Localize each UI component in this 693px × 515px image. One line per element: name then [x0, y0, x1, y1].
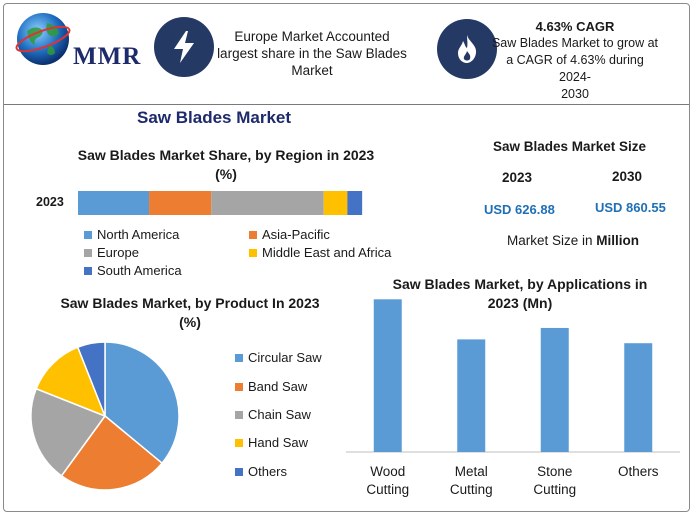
lightning-icon	[154, 17, 214, 77]
legend-item-europe: Europe	[84, 245, 139, 260]
applications-chart-title: Saw Blades Market, by Applications in 20…	[375, 275, 665, 313]
legend-label: Middle East and Africa	[262, 245, 392, 260]
legend-label: Chain Saw	[248, 407, 311, 422]
bar-metal-cutting	[457, 339, 486, 452]
bar-wood-cutting	[373, 299, 402, 452]
legend-swatch	[249, 248, 257, 257]
stack-segment-europe	[211, 191, 324, 215]
unit-prefix: Market Size in	[507, 233, 593, 248]
market-size-unit: Market Size in Million	[507, 233, 639, 248]
legend-item-circular-saw: Circular Saw	[235, 350, 322, 365]
region-chart-subtitle: (%)	[215, 166, 237, 182]
stack-segment-south-america	[347, 191, 363, 215]
legend-item-asia-pacific: Asia-Pacific	[249, 227, 330, 242]
mmr-logo: MMR	[13, 9, 143, 70]
note-line-1: Europe Market Accounted	[234, 29, 390, 44]
pie-slice-circular-saw	[104, 341, 180, 465]
stack-segment-middle-east-and-africa	[323, 191, 348, 215]
pie-slice-band-saw	[60, 414, 164, 491]
legend-swatch	[235, 467, 243, 476]
stack-segment-asia-pacific	[149, 191, 212, 215]
note-line-3: Market	[291, 63, 333, 78]
pie-slice-hand-saw	[35, 346, 107, 418]
cagr-note: 4.63% CAGR Saw Blades Market to grow at …	[490, 18, 660, 103]
market-size-title: Saw Blades Market Size	[493, 139, 647, 154]
europe-share-note: Europe Market Accounted largest share in…	[213, 28, 411, 79]
header-divider	[4, 104, 689, 105]
legend-swatch	[84, 266, 92, 275]
legend-item-hand-saw: Hand Saw	[235, 435, 308, 450]
product-chart-title-line1: Saw Blades Market, by Product In 2023	[60, 295, 320, 311]
legend-item-others: Others	[235, 464, 287, 479]
legend-item-chain-saw: Chain Saw	[235, 407, 311, 422]
applications-bar-chart: Wood Cutting Metal Cutting Stone Cutting Other…	[346, 299, 680, 497]
legend-swatch	[249, 230, 257, 239]
cagr-title: 4.63% CAGR	[535, 19, 615, 34]
legend-item-band-saw: Band Saw	[235, 379, 307, 394]
legend-swatch	[235, 353, 243, 362]
x-tick-label: Cutting	[533, 482, 576, 497]
legend-label: Circular Saw	[248, 350, 322, 365]
legend-item-north-america: North America	[84, 227, 179, 242]
product-chart-subtitle: (%)	[179, 314, 201, 330]
region-stacked-bar	[78, 191, 363, 215]
product-pie-chart	[30, 341, 180, 491]
region-chart-title: Saw Blades Market Share, by Region in 20…	[66, 146, 386, 184]
x-tick-label: Cutting	[366, 482, 409, 497]
region-chart-title-line1: Saw Blades Market Share, by Region in 20…	[77, 147, 375, 163]
pie-slice-others	[76, 341, 106, 417]
x-tick-label: Stone	[537, 464, 572, 479]
legend-label: Band Saw	[248, 379, 308, 394]
legend-label: Europe	[97, 245, 139, 260]
stack-segment-north-america	[78, 191, 150, 215]
legend-label: South America	[97, 263, 182, 278]
logo-text: MMR	[73, 43, 142, 70]
legend-swatch	[84, 248, 92, 257]
pie-slice-chain-saw	[30, 387, 107, 477]
note-line-2: largest share in the Saw Blades	[217, 46, 407, 61]
x-tick-label: Metal	[455, 464, 488, 479]
globe-icon	[15, 13, 71, 65]
legend-label: Others	[248, 464, 288, 479]
legend-swatch	[235, 410, 243, 419]
cagr-line-1: Saw Blades Market to grow at	[491, 36, 659, 50]
unit-value: Million	[596, 233, 640, 248]
cagr-line-3: 2030	[561, 87, 589, 101]
legend-swatch	[235, 438, 243, 447]
x-tick-label: Wood	[370, 464, 405, 479]
product-chart-title: Saw Blades Market, by Product In 2023 (%…	[40, 294, 340, 332]
legend-swatch	[84, 230, 92, 239]
legend-label: North America	[97, 227, 180, 242]
page-title: Saw Blades Market	[137, 108, 292, 127]
flame-icon	[437, 19, 497, 79]
market-size-value-2030: USD 860.55	[595, 200, 666, 215]
legend-label: Asia-Pacific	[262, 227, 330, 242]
market-size-year-2023: 2023	[502, 170, 533, 185]
bar-stone-cutting	[540, 327, 569, 452]
applications-chart-title-line1: Saw Blades Market, by Applications in	[392, 276, 648, 292]
market-size-year-2030: 2030	[612, 169, 643, 184]
outer-frame	[3, 3, 690, 512]
bar-others	[624, 343, 653, 452]
legend-item-mea: Middle East and Africa	[249, 245, 391, 260]
market-size-value-2023: USD 626.88	[484, 202, 555, 217]
x-tick-label: Cutting	[450, 482, 493, 497]
legend-item-south-america: South America	[84, 263, 182, 278]
x-tick-label: Others	[618, 464, 659, 479]
applications-chart-subtitle: 2023 (Mn)	[487, 295, 553, 311]
cagr-line-2: a CAGR of 4.63% during 2024-	[506, 53, 644, 84]
legend-swatch	[235, 382, 243, 391]
stack-row-label: 2023	[36, 195, 64, 209]
legend-label: Hand Saw	[248, 435, 308, 450]
